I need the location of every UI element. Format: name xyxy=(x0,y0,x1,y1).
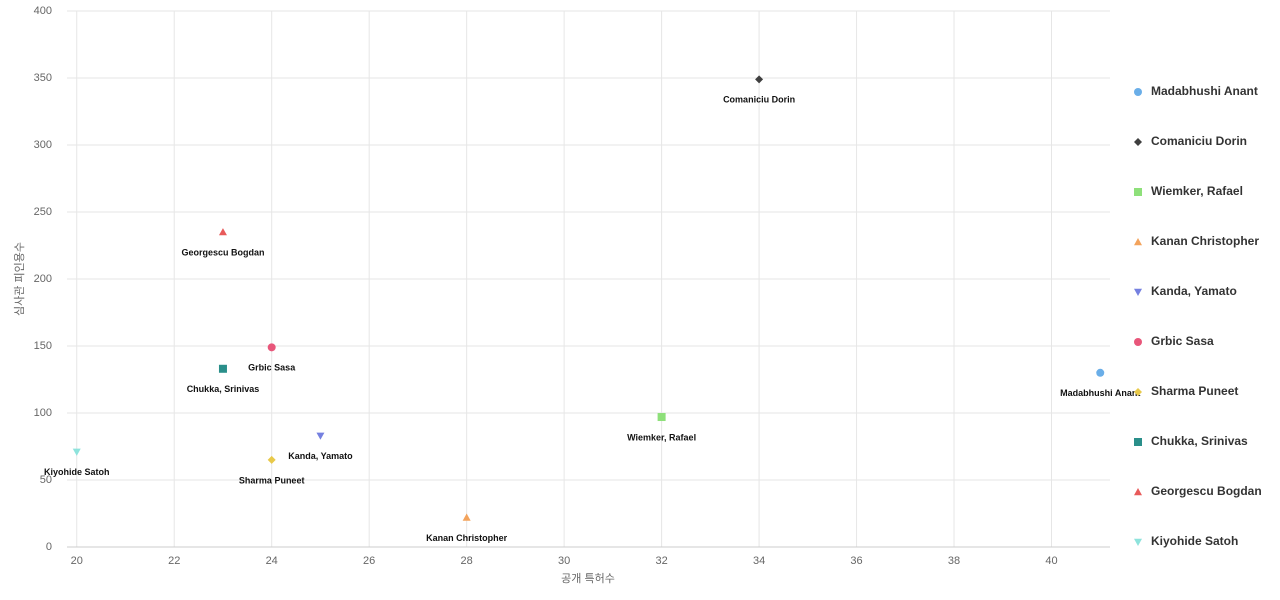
data-label: Kanan Christopher xyxy=(426,533,508,543)
x-tick-label: 24 xyxy=(266,555,278,567)
data-point xyxy=(462,513,471,521)
data-point xyxy=(72,448,81,456)
y-axis-title: 심사관 피인용수 xyxy=(13,242,26,316)
data-point xyxy=(755,75,764,84)
legend-marker xyxy=(1134,488,1142,496)
x-tick-label: 26 xyxy=(363,555,375,567)
data-point xyxy=(267,455,276,464)
legend-label: Grbic Sasa xyxy=(1151,334,1214,348)
data-point xyxy=(218,364,227,373)
legend-marker xyxy=(1134,388,1142,396)
data-label: Kanda, Yamato xyxy=(288,451,353,461)
legend-marker xyxy=(1134,238,1142,246)
legend-label: Kanan Christopher xyxy=(1151,234,1259,248)
y-tick-label: 100 xyxy=(34,407,52,419)
data-label: Georgescu Bogdan xyxy=(181,247,264,257)
data-label: Wiemker, Rafael xyxy=(627,432,696,442)
y-tick-label: 0 xyxy=(46,541,52,553)
x-tick-label: 34 xyxy=(753,555,765,567)
legend-label: Chukka, Srinivas xyxy=(1151,434,1248,448)
legend-label: Comaniciu Dorin xyxy=(1151,134,1247,148)
legend-label: Kanda, Yamato xyxy=(1151,284,1237,298)
data-label: Comaniciu Dorin xyxy=(723,95,795,105)
y-tick-label: 200 xyxy=(34,273,52,285)
legend-label: Georgescu Bogdan xyxy=(1151,484,1262,498)
legend-label: Wiemker, Rafael xyxy=(1151,184,1243,198)
y-tick-label: 350 xyxy=(34,72,52,84)
x-tick-label: 28 xyxy=(461,555,473,567)
data-point xyxy=(657,413,666,422)
data-label: Madabhushi Anant xyxy=(1060,388,1140,398)
data-label: Grbic Sasa xyxy=(248,363,296,373)
x-tick-label: 38 xyxy=(948,555,960,567)
data-label: Sharma Puneet xyxy=(239,475,305,485)
legend-marker xyxy=(1134,338,1142,346)
data-point xyxy=(267,343,276,352)
data-point xyxy=(218,228,227,236)
y-tick-label: 300 xyxy=(34,139,52,151)
x-axis-title: 공개 특허수 xyxy=(561,572,615,585)
legend-marker xyxy=(1134,538,1142,546)
legend-label: Madabhushi Anant xyxy=(1151,84,1258,98)
y-tick-label: 50 xyxy=(40,474,52,486)
x-tick-label: 30 xyxy=(558,555,570,567)
x-tick-label: 20 xyxy=(71,555,83,567)
legend-label: Kiyohide Satoh xyxy=(1151,534,1238,548)
data-label: Kiyohide Satoh xyxy=(44,467,110,477)
legend-marker xyxy=(1134,138,1142,146)
data-point xyxy=(316,432,325,440)
legend-marker xyxy=(1134,188,1142,196)
data-label: Chukka, Srinivas xyxy=(187,384,260,394)
x-tick-label: 40 xyxy=(1045,555,1057,567)
data-point xyxy=(1096,368,1105,377)
x-tick-label: 32 xyxy=(655,555,667,567)
legend-marker xyxy=(1134,438,1142,446)
legend-label: Sharma Puneet xyxy=(1151,384,1238,398)
legend-marker xyxy=(1134,288,1142,296)
y-tick-label: 400 xyxy=(34,5,52,17)
legend-marker xyxy=(1134,88,1142,96)
y-tick-label: 250 xyxy=(34,206,52,218)
y-tick-label: 150 xyxy=(34,340,52,352)
x-tick-label: 22 xyxy=(168,555,180,567)
x-tick-label: 36 xyxy=(850,555,862,567)
